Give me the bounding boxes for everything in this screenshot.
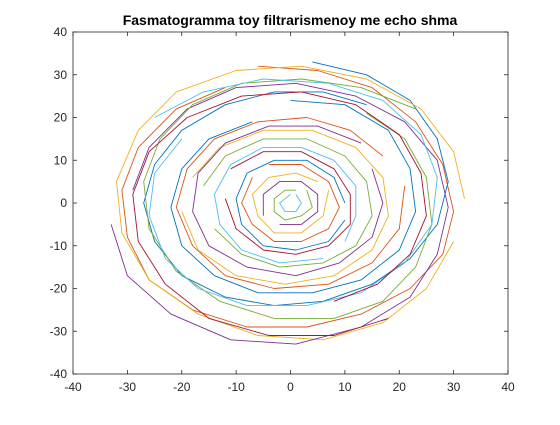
series-line-5 [143, 78, 433, 319]
y-tick-label-0: 40 [54, 25, 68, 39]
chart-title: Fasmatogramma toy filtrarismenoy me echo… [123, 12, 458, 28]
axes-background [73, 32, 508, 374]
plot-area: -40 -30 -20 -10 0 10 20 30 40 40 30 20 10 0 -10 -20 -30 -… [50, 25, 515, 394]
y-tick-label-7: -30 [50, 324, 68, 338]
x-tick-label-4: 0 [287, 380, 294, 394]
y-tick-label-5: -10 [50, 239, 68, 253]
x-tick-label-1: -30 [119, 380, 137, 394]
y-tick-label-8: -40 [50, 367, 68, 381]
series-line-20 [279, 194, 302, 213]
series-line-12 [203, 138, 373, 268]
series-line-6 [148, 78, 438, 307]
series-line-3 [116, 65, 465, 341]
series-line-2 [121, 65, 455, 328]
y-tick-label-4: 0 [60, 196, 67, 210]
series-line-7 [132, 91, 427, 336]
series-line-18 [262, 181, 319, 225]
series-line-14 [224, 151, 351, 255]
series-line-8 [170, 99, 417, 294]
x-tick-label-6: 20 [393, 380, 407, 394]
x-tick-label-5: 10 [338, 380, 352, 394]
series-line-1 [143, 61, 449, 307]
y-tick-label-6: -20 [50, 282, 68, 296]
series-line-15 [235, 159, 346, 251]
y-tick-label-2: 20 [54, 111, 68, 125]
x-tick-label-0: -40 [64, 380, 82, 394]
y-tick-label-1: 30 [54, 68, 68, 82]
series-line-13 [213, 146, 357, 264]
x-tick-label-7: 30 [447, 380, 461, 394]
x-tick-label-3: -10 [227, 380, 245, 394]
series-group [110, 61, 465, 345]
series-line-9 [175, 117, 406, 289]
series-line-4 [110, 82, 449, 345]
series-line-10 [181, 129, 389, 285]
x-tick-label-2: -20 [173, 380, 191, 394]
x-tick-label-8: 40 [501, 380, 515, 394]
y-tick-label-3: 10 [54, 153, 68, 167]
series-line-19 [273, 189, 313, 221]
series-line-11 [192, 125, 384, 277]
series-line-17 [251, 172, 330, 234]
series-line-16 [241, 164, 340, 242]
